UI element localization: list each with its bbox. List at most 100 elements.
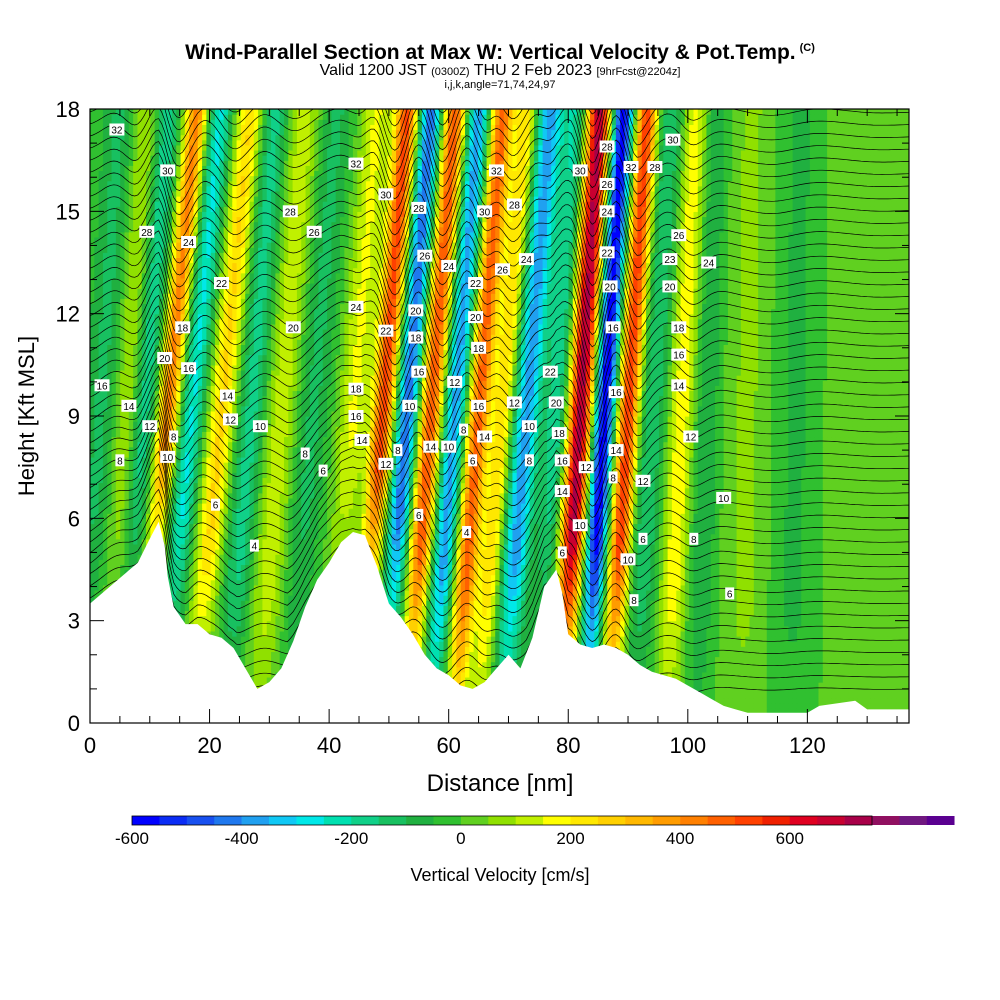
velocity-cell	[236, 584, 242, 591]
velocity-cell	[697, 600, 703, 606]
velocity-cell	[171, 584, 177, 591]
velocity-cell	[594, 636, 600, 642]
velocity-cell	[590, 610, 595, 617]
velocity-cell	[210, 610, 216, 617]
velocity-cell	[788, 600, 794, 606]
velocity-cell	[891, 641, 897, 647]
velocity-cell	[727, 676, 733, 683]
velocity-cell	[857, 610, 863, 617]
velocity-cell	[641, 615, 647, 622]
velocity-cell	[676, 661, 682, 668]
velocity-cell	[646, 610, 651, 617]
velocity-cell	[719, 641, 725, 647]
velocity-cell	[792, 595, 798, 601]
velocity-cell	[486, 656, 492, 663]
velocity-cell	[727, 656, 733, 663]
velocity-cell	[271, 610, 276, 617]
velocity-cell	[637, 646, 643, 652]
velocity-cell	[870, 646, 876, 652]
velocity-cell	[413, 625, 419, 632]
velocity-cell	[689, 615, 695, 622]
velocity-cell	[258, 595, 264, 601]
velocity-cell	[706, 656, 712, 663]
velocity-cell	[766, 651, 772, 658]
velocity-cell	[818, 687, 824, 693]
velocity-cell	[279, 630, 285, 637]
velocity-cell	[796, 666, 802, 673]
velocity-cell	[650, 636, 656, 642]
velocity-cell	[262, 646, 268, 652]
velocity-cell	[568, 605, 574, 612]
velocity-cell	[689, 651, 695, 658]
velocity-cell	[521, 646, 526, 652]
velocity-cell	[495, 620, 501, 627]
velocity-cell	[878, 697, 884, 704]
velocity-cell	[779, 589, 785, 596]
velocity-cell	[758, 636, 764, 642]
velocity-cell	[766, 600, 772, 606]
velocity-cell	[227, 625, 233, 632]
velocity-cell	[783, 707, 789, 714]
velocity-cell	[719, 656, 725, 663]
velocity-cell	[262, 666, 268, 673]
velocity-cell	[783, 615, 789, 622]
velocity-cell	[434, 656, 440, 663]
velocity-cell	[831, 651, 837, 658]
velocity-cell	[434, 661, 440, 668]
velocity-cell	[809, 620, 815, 627]
velocity-cell	[180, 615, 186, 622]
velocity-cell	[658, 630, 664, 637]
velocity-cell	[715, 605, 720, 612]
velocity-cell	[706, 589, 712, 596]
velocity-cell	[706, 615, 712, 622]
velocity-cell	[891, 671, 897, 678]
velocity-cell	[827, 600, 833, 606]
velocity-cell	[904, 620, 909, 627]
velocity-cell	[516, 615, 522, 622]
velocity-cell	[249, 641, 255, 647]
velocity-cell	[870, 692, 876, 699]
velocity-cell	[702, 610, 707, 617]
velocity-cell	[249, 589, 255, 596]
velocity-cell	[396, 589, 401, 596]
velocity-cell	[702, 615, 707, 622]
velocity-cell	[447, 671, 453, 678]
velocity-cell	[710, 682, 716, 688]
velocity-cell	[417, 605, 423, 612]
velocity-cell	[227, 641, 233, 647]
velocity-cell	[831, 676, 837, 683]
velocity-cell	[727, 702, 733, 709]
velocity-cell	[443, 661, 449, 668]
velocity-cell	[715, 595, 720, 601]
velocity-cell	[697, 656, 703, 663]
velocity-cell	[671, 589, 677, 596]
velocity-cell	[822, 692, 828, 699]
velocity-cell	[288, 589, 294, 596]
velocity-cell	[801, 661, 807, 668]
velocity-cell	[512, 589, 518, 596]
velocity-cell	[745, 697, 751, 704]
velocity-cell	[266, 610, 272, 617]
velocity-cell	[671, 620, 677, 627]
velocity-cell	[887, 666, 893, 673]
velocity-cell	[266, 641, 272, 647]
velocity-cell	[883, 671, 889, 678]
velocity-cell	[219, 625, 225, 632]
velocity-cell	[779, 651, 785, 658]
velocity-cell	[258, 656, 264, 663]
velocity-cell	[809, 646, 815, 652]
velocity-cell	[521, 656, 526, 663]
velocity-cell	[590, 589, 595, 596]
velocity-cell	[465, 666, 470, 673]
velocity-cell	[689, 595, 695, 601]
velocity-cell	[202, 620, 207, 627]
velocity-cell	[529, 595, 535, 601]
velocity-cell	[430, 620, 436, 627]
velocity-cell	[814, 682, 820, 688]
velocity-cell	[525, 625, 531, 632]
velocity-cell	[258, 610, 264, 617]
velocity-cell	[844, 692, 850, 699]
velocity-cell	[801, 671, 807, 678]
velocity-cell	[443, 666, 449, 673]
velocity-cell	[641, 625, 647, 632]
